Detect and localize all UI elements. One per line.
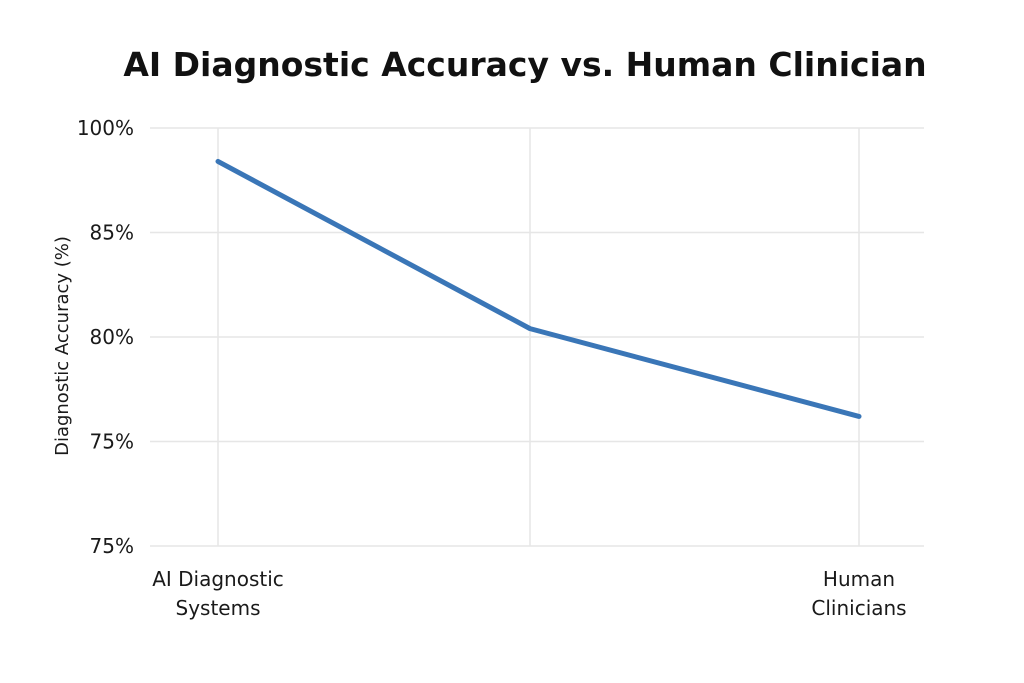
- x-category-label: Human Clinicians: [811, 567, 906, 620]
- y-tick-labels: 100% 85% 80% 75% 75%: [77, 116, 134, 558]
- horizontal-gridlines: [150, 127, 924, 547]
- vertical-gridlines: [217, 128, 860, 546]
- y-axis-label: Diagnostic Accuracy (%): [52, 236, 73, 456]
- series-line: [215, 158, 862, 419]
- chart-title: AI Diagnostic Accuracy vs. Human Clinici…: [123, 45, 926, 84]
- y-tick-label: 75%: [90, 430, 134, 454]
- y-tick-label: 80%: [90, 325, 134, 349]
- y-tick-label: 85%: [90, 221, 134, 245]
- y-tick-label: 100%: [77, 116, 134, 140]
- y-tick-label: 75%: [90, 534, 134, 558]
- series-lines: [215, 158, 862, 419]
- x-category-label: AI Diagnostic Systems: [152, 567, 284, 620]
- x-category-labels: AI Diagnostic Systems Human Clinicians: [152, 567, 906, 620]
